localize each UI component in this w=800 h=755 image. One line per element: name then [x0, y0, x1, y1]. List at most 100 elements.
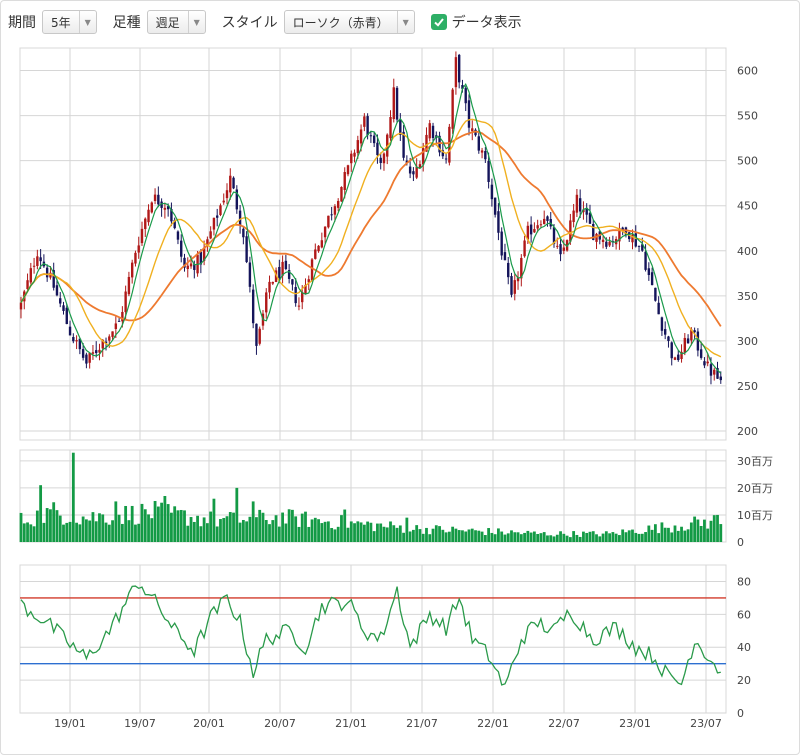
candle-body — [183, 257, 186, 268]
volume-bar — [595, 534, 598, 542]
volume-bar — [565, 535, 569, 542]
volume-bar — [45, 508, 49, 542]
candle-body — [663, 329, 667, 335]
chevron-down-icon: ▼ — [396, 11, 414, 33]
volume-bar — [212, 498, 216, 542]
volume-bar — [627, 530, 631, 542]
candle-body — [686, 338, 690, 344]
candle-body — [634, 233, 637, 247]
volume-bar — [32, 526, 36, 542]
volume-y-tick: 0 — [737, 536, 744, 549]
candle-body — [382, 153, 386, 164]
candle-body — [199, 251, 203, 265]
volume-bar — [19, 512, 23, 542]
candle-body — [493, 197, 497, 215]
candle-body — [137, 245, 140, 253]
volume-bar — [454, 528, 458, 542]
candle-body — [350, 153, 353, 164]
volume-bar — [640, 533, 644, 542]
volume-bar — [366, 521, 370, 542]
candle-body — [546, 216, 549, 221]
volume-bar — [281, 512, 284, 542]
interval-select[interactable]: 週足 ▼ — [146, 10, 206, 34]
candle-body — [281, 261, 284, 276]
candle-body — [641, 244, 644, 251]
panel-frame-0 — [19, 47, 727, 441]
candle-body — [601, 239, 605, 242]
volume-bar — [706, 528, 710, 542]
candle-body — [320, 240, 324, 248]
candle-body — [487, 161, 490, 182]
candle-body — [713, 369, 716, 375]
volume-bar — [35, 510, 39, 542]
candle-body — [677, 354, 680, 361]
volume-bar — [542, 532, 546, 542]
volume-bar — [101, 514, 105, 542]
volume-bar — [68, 521, 72, 542]
volume-bar — [709, 520, 713, 542]
volume-bar — [104, 522, 108, 542]
candle-body — [317, 245, 320, 252]
price-y-tick: 500 — [737, 155, 758, 168]
volume-bar — [219, 519, 222, 542]
style-label: スタイル — [221, 15, 278, 31]
volume-bar — [153, 500, 157, 542]
volume-bar — [310, 519, 314, 542]
x-tick-label: 22/07 — [548, 717, 580, 730]
candle-body — [556, 245, 559, 247]
candle-body — [582, 209, 585, 213]
candle-body — [631, 234, 634, 243]
x-tick-label: 23/01 — [619, 717, 651, 730]
candle-body — [229, 175, 232, 193]
style-select[interactable]: ローソク（赤青） ▼ — [283, 10, 415, 34]
volume-bar — [353, 523, 356, 542]
volume-bar — [209, 511, 213, 542]
candle-body — [647, 268, 651, 276]
volume-bar — [294, 516, 298, 542]
candle-body — [52, 270, 55, 288]
candle-body — [431, 125, 435, 139]
candle-body — [291, 279, 294, 285]
volume-bar — [408, 531, 412, 542]
data-display-toggle[interactable]: データ表示 — [430, 12, 522, 32]
volume-bar — [487, 528, 491, 542]
volume-bar — [163, 496, 167, 542]
candle-body — [248, 262, 252, 287]
volume-bar — [186, 525, 190, 542]
volume-bar — [71, 452, 75, 542]
volume-bar — [356, 521, 360, 542]
candle-body — [242, 228, 245, 238]
volume-bar — [608, 533, 611, 542]
volume-bar — [516, 532, 520, 542]
volume-bar — [343, 509, 347, 542]
volume-bar — [330, 528, 334, 542]
rsi-line — [20, 585, 721, 686]
candle-body — [170, 209, 173, 222]
ma-short-line — [20, 82, 722, 374]
candle-body — [278, 266, 281, 278]
volume-bar — [111, 520, 114, 542]
period-select[interactable]: 5年 ▼ — [42, 10, 97, 34]
volume-bar — [470, 528, 474, 542]
checkbox-checked-icon[interactable] — [430, 14, 447, 30]
volume-bar — [444, 532, 448, 542]
candle-body — [510, 276, 513, 295]
volume-bar — [497, 528, 500, 542]
candle-body — [690, 329, 693, 341]
candle-body — [621, 227, 624, 231]
volume-bar — [170, 512, 173, 542]
volume-bar — [42, 522, 46, 542]
candle-body — [513, 280, 516, 294]
candle-body — [451, 89, 454, 129]
volume-bar — [673, 525, 677, 542]
candle-body — [372, 135, 376, 144]
volume-bar — [461, 530, 464, 542]
volume-bar — [258, 509, 262, 542]
volume-bar — [601, 533, 605, 542]
candle-body — [333, 206, 337, 215]
candle-body — [173, 220, 176, 229]
volume-bar — [176, 510, 180, 542]
volume-bar — [261, 512, 265, 542]
volume-bar — [284, 523, 288, 542]
